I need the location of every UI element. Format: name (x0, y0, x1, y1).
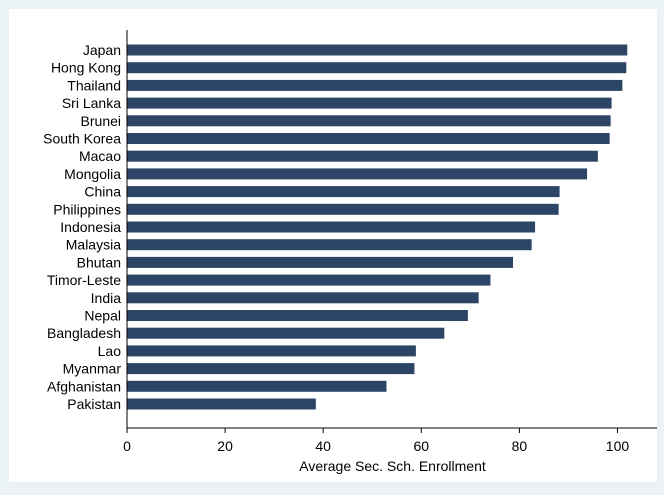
bar-macao (127, 150, 598, 162)
bar-japan (127, 44, 628, 56)
category-label: Macao (79, 148, 121, 164)
category-label: Japan (83, 42, 121, 58)
category-label: Afghanistan (47, 378, 121, 394)
category-label: South Korea (43, 131, 121, 147)
x-axis-ticks: 0 20 40 60 80 100 (123, 428, 629, 454)
category-label: India (91, 290, 122, 306)
bar-brunei (127, 115, 611, 127)
x-tick-label: 40 (315, 438, 331, 454)
bar-south-korea (127, 133, 610, 144)
category-label: Indonesia (60, 219, 121, 235)
category-label: Bhutan (77, 254, 121, 270)
category-label: Thailand (67, 77, 121, 93)
bar-timor-leste (127, 274, 491, 286)
category-label: Nepal (84, 308, 121, 324)
bar-hong-kong (127, 62, 627, 74)
bars-layer (127, 44, 628, 410)
category-label: Brunei (81, 113, 121, 129)
category-label: Malaysia (66, 237, 121, 253)
bar-nepal (127, 310, 468, 321)
bar-myanmar (127, 363, 415, 375)
category-label: Hong Kong (51, 60, 121, 76)
bar-sri-lanka (127, 97, 612, 109)
bar-philippines (127, 203, 559, 215)
category-label: Lao (98, 343, 122, 359)
x-tick-label: 60 (413, 438, 429, 454)
category-label: Sri Lanka (62, 95, 121, 111)
bar-pakistan (127, 398, 316, 410)
bar-thailand (127, 79, 623, 91)
category-label: Mongolia (64, 166, 121, 182)
category-label: Pakistan (67, 396, 121, 412)
bar-bangladesh (127, 327, 445, 339)
category-label: Timor-Leste (47, 272, 121, 288)
bar-mongolia (127, 168, 588, 180)
category-label: Myanmar (63, 361, 122, 377)
bar-bhutan (127, 256, 514, 268)
x-tick-label: 0 (123, 438, 131, 454)
x-axis-title: Average Sec. Sch. Enrollment (299, 458, 486, 474)
x-tick-label: 20 (217, 438, 233, 454)
bar-india (127, 292, 479, 304)
x-tick-label: 80 (512, 438, 528, 454)
category-label: Philippines (53, 201, 121, 217)
bar-malaysia (127, 239, 532, 251)
bar-afghanistan (127, 380, 387, 392)
category-label: Bangladesh (47, 325, 121, 341)
bar-china (127, 186, 560, 198)
bar-lao (127, 345, 416, 357)
category-label: China (84, 184, 121, 200)
x-tick-label: 100 (606, 438, 630, 454)
bar-indonesia (127, 221, 536, 233)
